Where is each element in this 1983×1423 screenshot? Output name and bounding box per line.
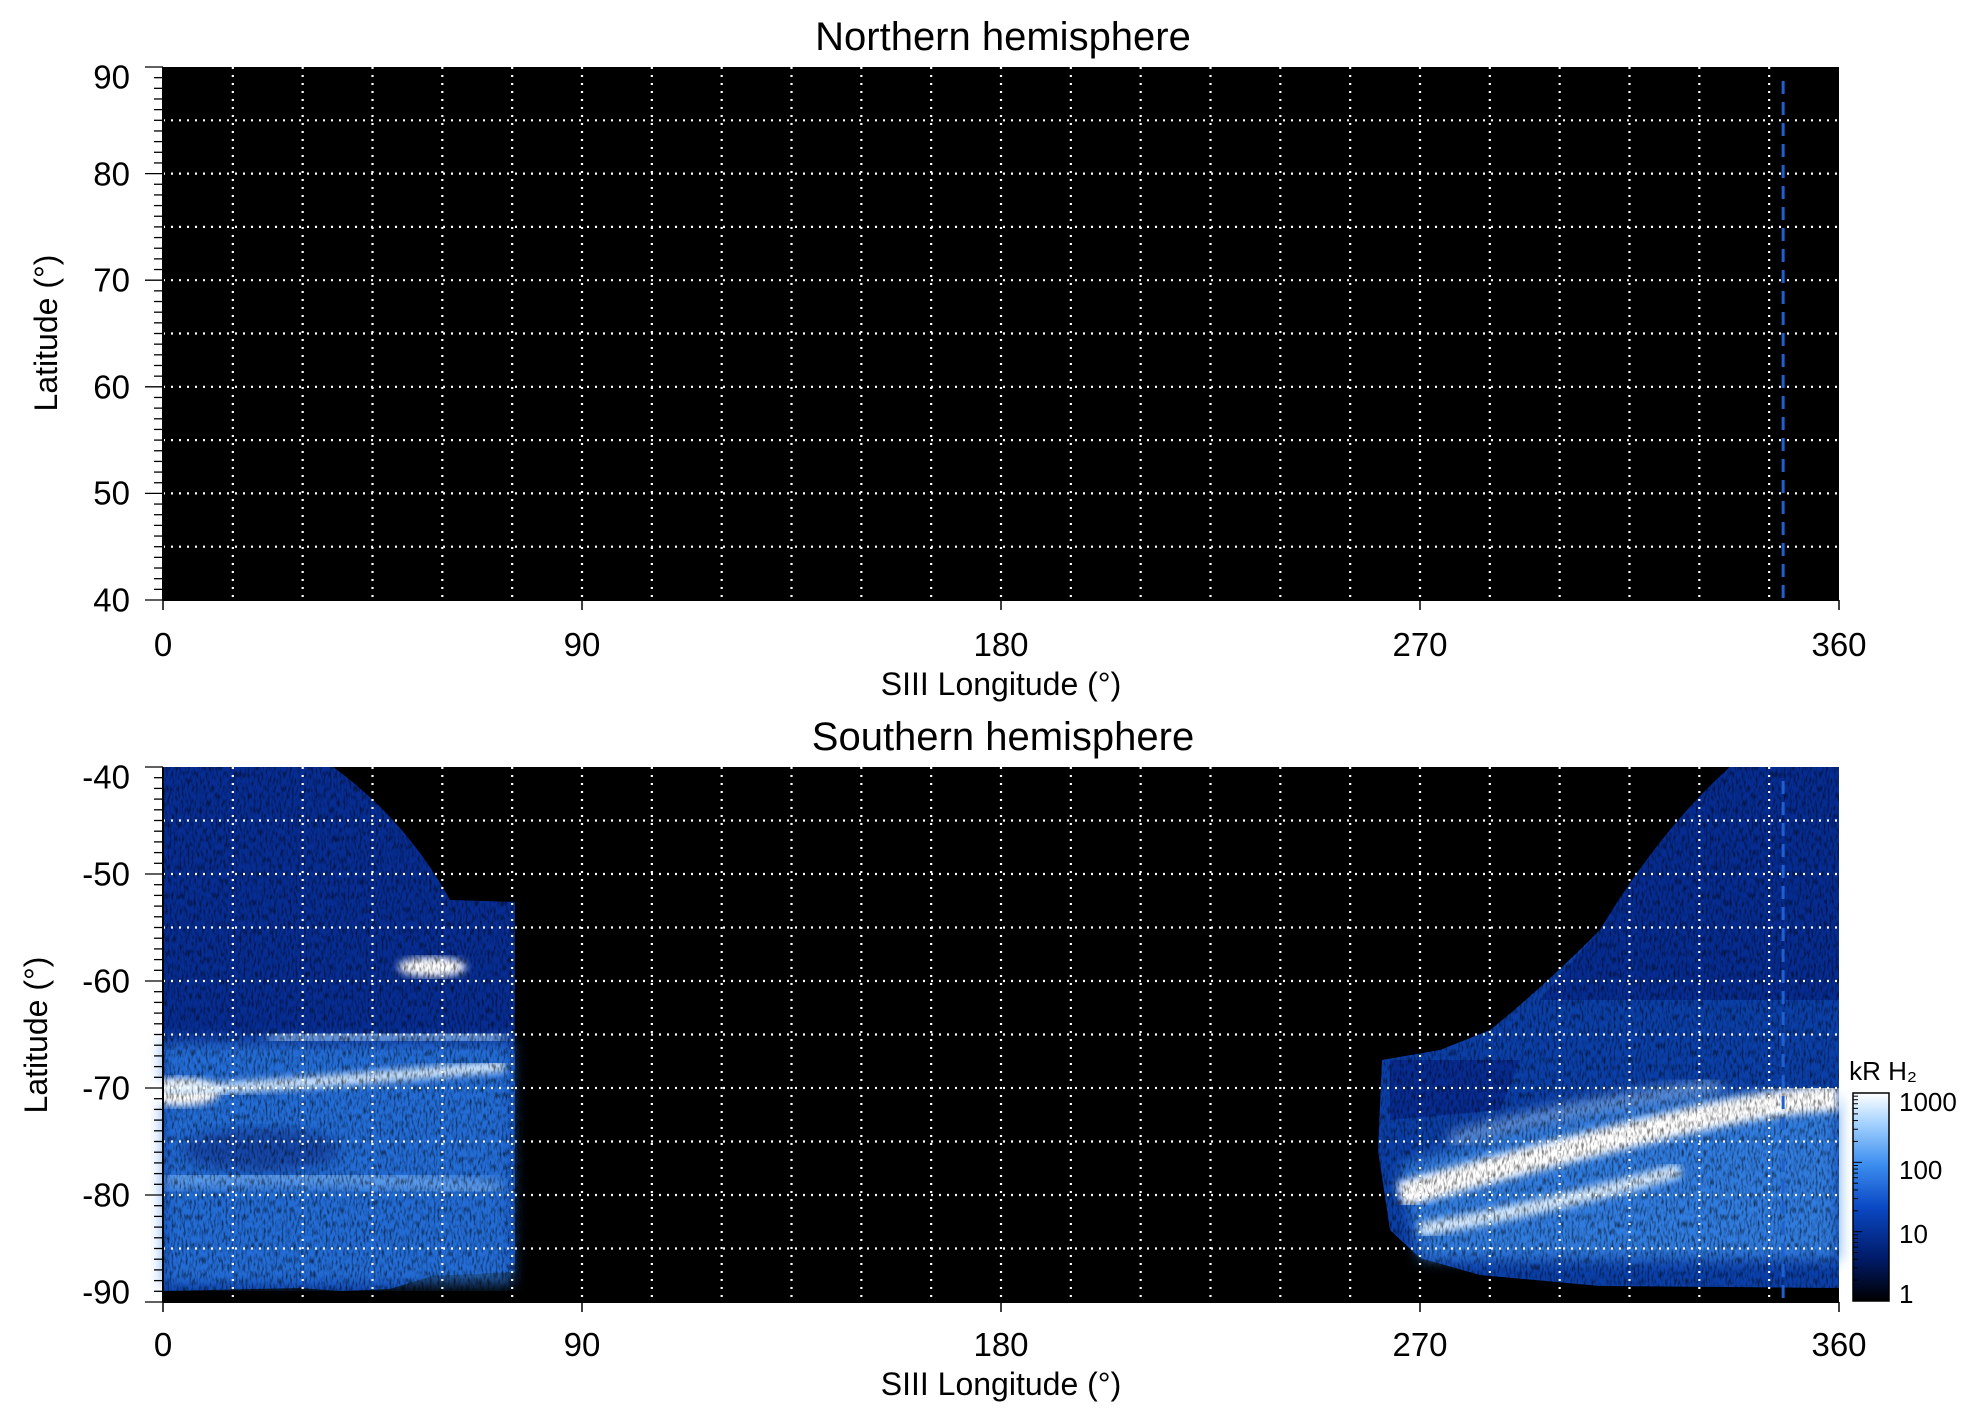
north-x-label: SIII Longitude (°) <box>881 666 1121 702</box>
south-ytick-m70: -70 <box>82 1070 130 1107</box>
colorbar-tick-1000: 1000 <box>1899 1087 1957 1117</box>
north-ytick-90: 90 <box>93 59 130 96</box>
north-ytick-70: 70 <box>93 262 130 299</box>
north-ytick-50: 50 <box>93 475 130 512</box>
south-title: Southern hemisphere <box>812 715 1194 759</box>
north-xtick-0: 0 <box>154 626 172 663</box>
south-ytick-m50: -50 <box>82 856 130 893</box>
south-ytick-m80: -80 <box>82 1177 130 1214</box>
southern-panel: Southern hemisphere <box>18 715 1957 1402</box>
south-ytick-m60: -60 <box>82 963 130 1000</box>
colorbar: kR H₂ 1000 100 10 1 <box>1849 1056 1957 1309</box>
colorbar-tick-1: 1 <box>1899 1279 1913 1309</box>
south-xtick-1: 90 <box>564 1326 601 1363</box>
colorbar-tick-100: 100 <box>1899 1155 1942 1185</box>
south-grid <box>163 767 1839 1302</box>
north-grid <box>163 67 1839 600</box>
north-ytick-60: 60 <box>93 369 130 406</box>
colorbar-tick-10: 10 <box>1899 1219 1928 1249</box>
north-ytick-40: 40 <box>93 582 130 619</box>
north-xtick-1: 90 <box>564 626 601 663</box>
south-xtick-2: 180 <box>973 1326 1028 1363</box>
north-y-label: Latitude (°) <box>28 255 64 412</box>
colorbar-gradient <box>1852 1092 1890 1302</box>
colorbar-label: kR H₂ <box>1849 1056 1917 1086</box>
south-ytick-m40: -40 <box>82 759 130 796</box>
south-xtick-0: 0 <box>154 1326 172 1363</box>
northern-panel: Northern hemisphere 0 90 180 270 360 40 … <box>28 15 1867 702</box>
north-title: Northern hemisphere <box>815 15 1191 59</box>
north-xtick-3: 270 <box>1392 626 1447 663</box>
north-ytick-80: 80 <box>93 156 130 193</box>
south-xtick-4: 360 <box>1811 1326 1866 1363</box>
north-minor-ticks <box>145 66 1840 610</box>
colorbar-minor-ticks <box>1853 1092 1862 1302</box>
south-minor-ticks <box>145 766 1840 1312</box>
south-ytick-m90: -90 <box>82 1274 130 1311</box>
north-xtick-2: 180 <box>973 626 1028 663</box>
south-x-label: SIII Longitude (°) <box>881 1366 1121 1402</box>
south-xtick-3: 270 <box>1392 1326 1447 1363</box>
north-xtick-4: 360 <box>1811 626 1866 663</box>
south-y-label: Latitude (°) <box>18 957 54 1114</box>
